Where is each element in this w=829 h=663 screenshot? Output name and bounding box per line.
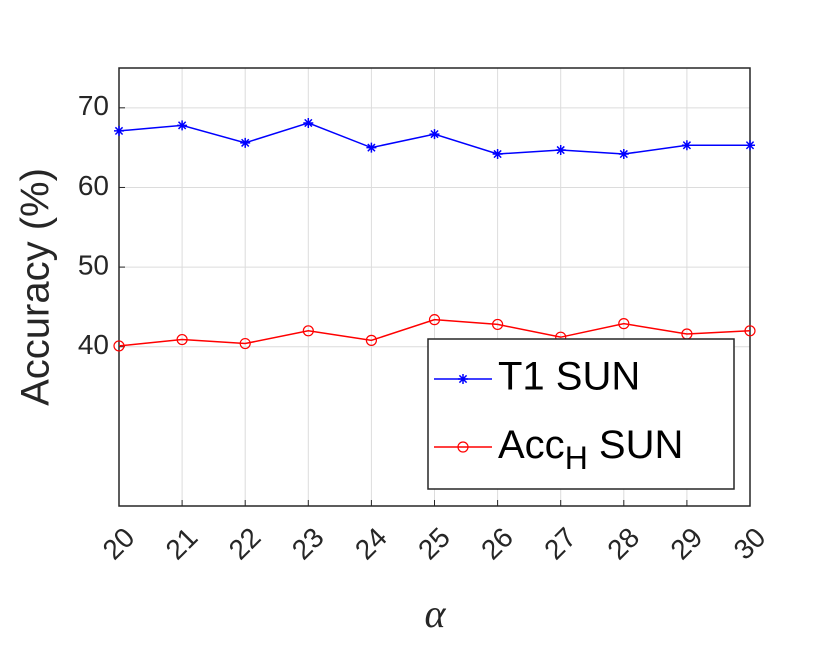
marker-star (555, 145, 566, 156)
x-tick-label: 25 (412, 522, 456, 566)
y-tick-label: 70 (78, 90, 109, 121)
x-tick-label: 27 (538, 522, 582, 566)
marker-circle (618, 318, 630, 330)
legend-label: AccH SUN (498, 423, 683, 477)
data-point (239, 337, 251, 350)
marker-circle (744, 325, 756, 337)
data-point (302, 325, 314, 337)
marker-star (114, 125, 124, 136)
marker-star (618, 149, 629, 160)
x-tick-label: 23 (286, 522, 330, 566)
marker-circle (176, 333, 188, 346)
marker-star (458, 374, 468, 384)
marker-star (240, 137, 251, 148)
legend-label: T1 SUN (498, 355, 640, 399)
data-point (492, 149, 503, 160)
data-point (555, 145, 566, 156)
data-point (429, 129, 440, 140)
data-point (681, 140, 692, 151)
marker-circle (113, 340, 125, 352)
data-point (114, 125, 124, 136)
data-point (618, 318, 630, 330)
marker-star (366, 142, 377, 153)
data-point (366, 142, 377, 153)
marker-star (681, 140, 692, 151)
data-point (365, 334, 377, 346)
y-tick-label: 60 (78, 170, 109, 201)
x-tick-label: 20 (97, 522, 141, 566)
marker-star (492, 149, 503, 160)
data-point (492, 318, 504, 331)
marker-star (177, 120, 188, 131)
data-point (240, 137, 251, 148)
x-tick-label: 24 (349, 522, 393, 566)
x-tick-label: 29 (664, 522, 708, 566)
series-line (118, 318, 751, 347)
marker-circle (492, 318, 504, 331)
marker-circle (239, 337, 251, 350)
data-point (176, 333, 188, 346)
x-tick-label: 30 (728, 522, 772, 566)
data-point (303, 117, 314, 128)
marker-star (745, 140, 755, 151)
marker-star (303, 117, 314, 128)
y-tick-label: 50 (78, 249, 109, 280)
legend-marker (458, 374, 468, 384)
data-point (113, 340, 125, 352)
y-axis-label: Accuracy (%) (14, 168, 58, 406)
legend-box (427, 338, 735, 490)
data-point (177, 120, 188, 131)
data-point (744, 325, 756, 337)
y-tick-label: 40 (78, 329, 109, 360)
plot-frame (118, 67, 751, 507)
x-tick-label: 26 (475, 522, 519, 566)
data-point (428, 314, 441, 326)
x-axis-label: α (425, 591, 447, 636)
x-tick-label: 28 (601, 522, 645, 566)
marker-circle (365, 334, 377, 346)
marker-circle (457, 441, 469, 453)
data-point (618, 149, 629, 160)
marker-star (429, 129, 440, 140)
x-tick-label: 21 (160, 522, 204, 566)
x-tick-label: 22 (223, 522, 267, 566)
marker-circle (302, 325, 314, 337)
marker-circle (428, 314, 441, 326)
data-point (745, 140, 755, 151)
legend-marker (457, 441, 469, 453)
